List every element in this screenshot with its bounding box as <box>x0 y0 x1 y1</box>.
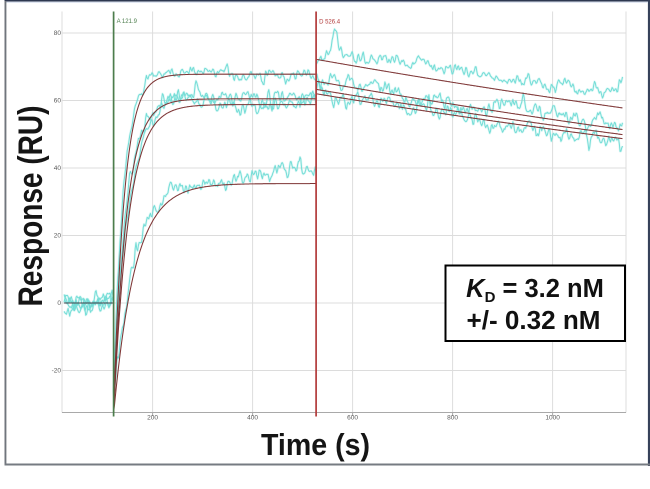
svg-text:+/- 0.32 nM: +/- 0.32 nM <box>467 307 601 335</box>
svg-text:Time (s): Time (s) <box>261 428 370 462</box>
svg-text:40: 40 <box>54 165 62 172</box>
svg-text:20: 20 <box>54 233 62 240</box>
svg-text:1000: 1000 <box>545 415 560 422</box>
svg-text:0: 0 <box>57 300 61 307</box>
svg-text:60: 60 <box>54 98 62 105</box>
svg-text:800: 800 <box>447 415 458 422</box>
svg-text:600: 600 <box>347 415 358 422</box>
svg-text:A 121.9: A 121.9 <box>117 19 138 25</box>
svg-text:Response (RU): Response (RU) <box>12 106 50 307</box>
svg-text:400: 400 <box>247 415 258 422</box>
svg-text:80: 80 <box>54 30 62 37</box>
svg-text:D 526.4: D 526.4 <box>319 20 341 26</box>
svg-text:200: 200 <box>147 415 158 422</box>
svg-text:-20: -20 <box>52 368 62 375</box>
